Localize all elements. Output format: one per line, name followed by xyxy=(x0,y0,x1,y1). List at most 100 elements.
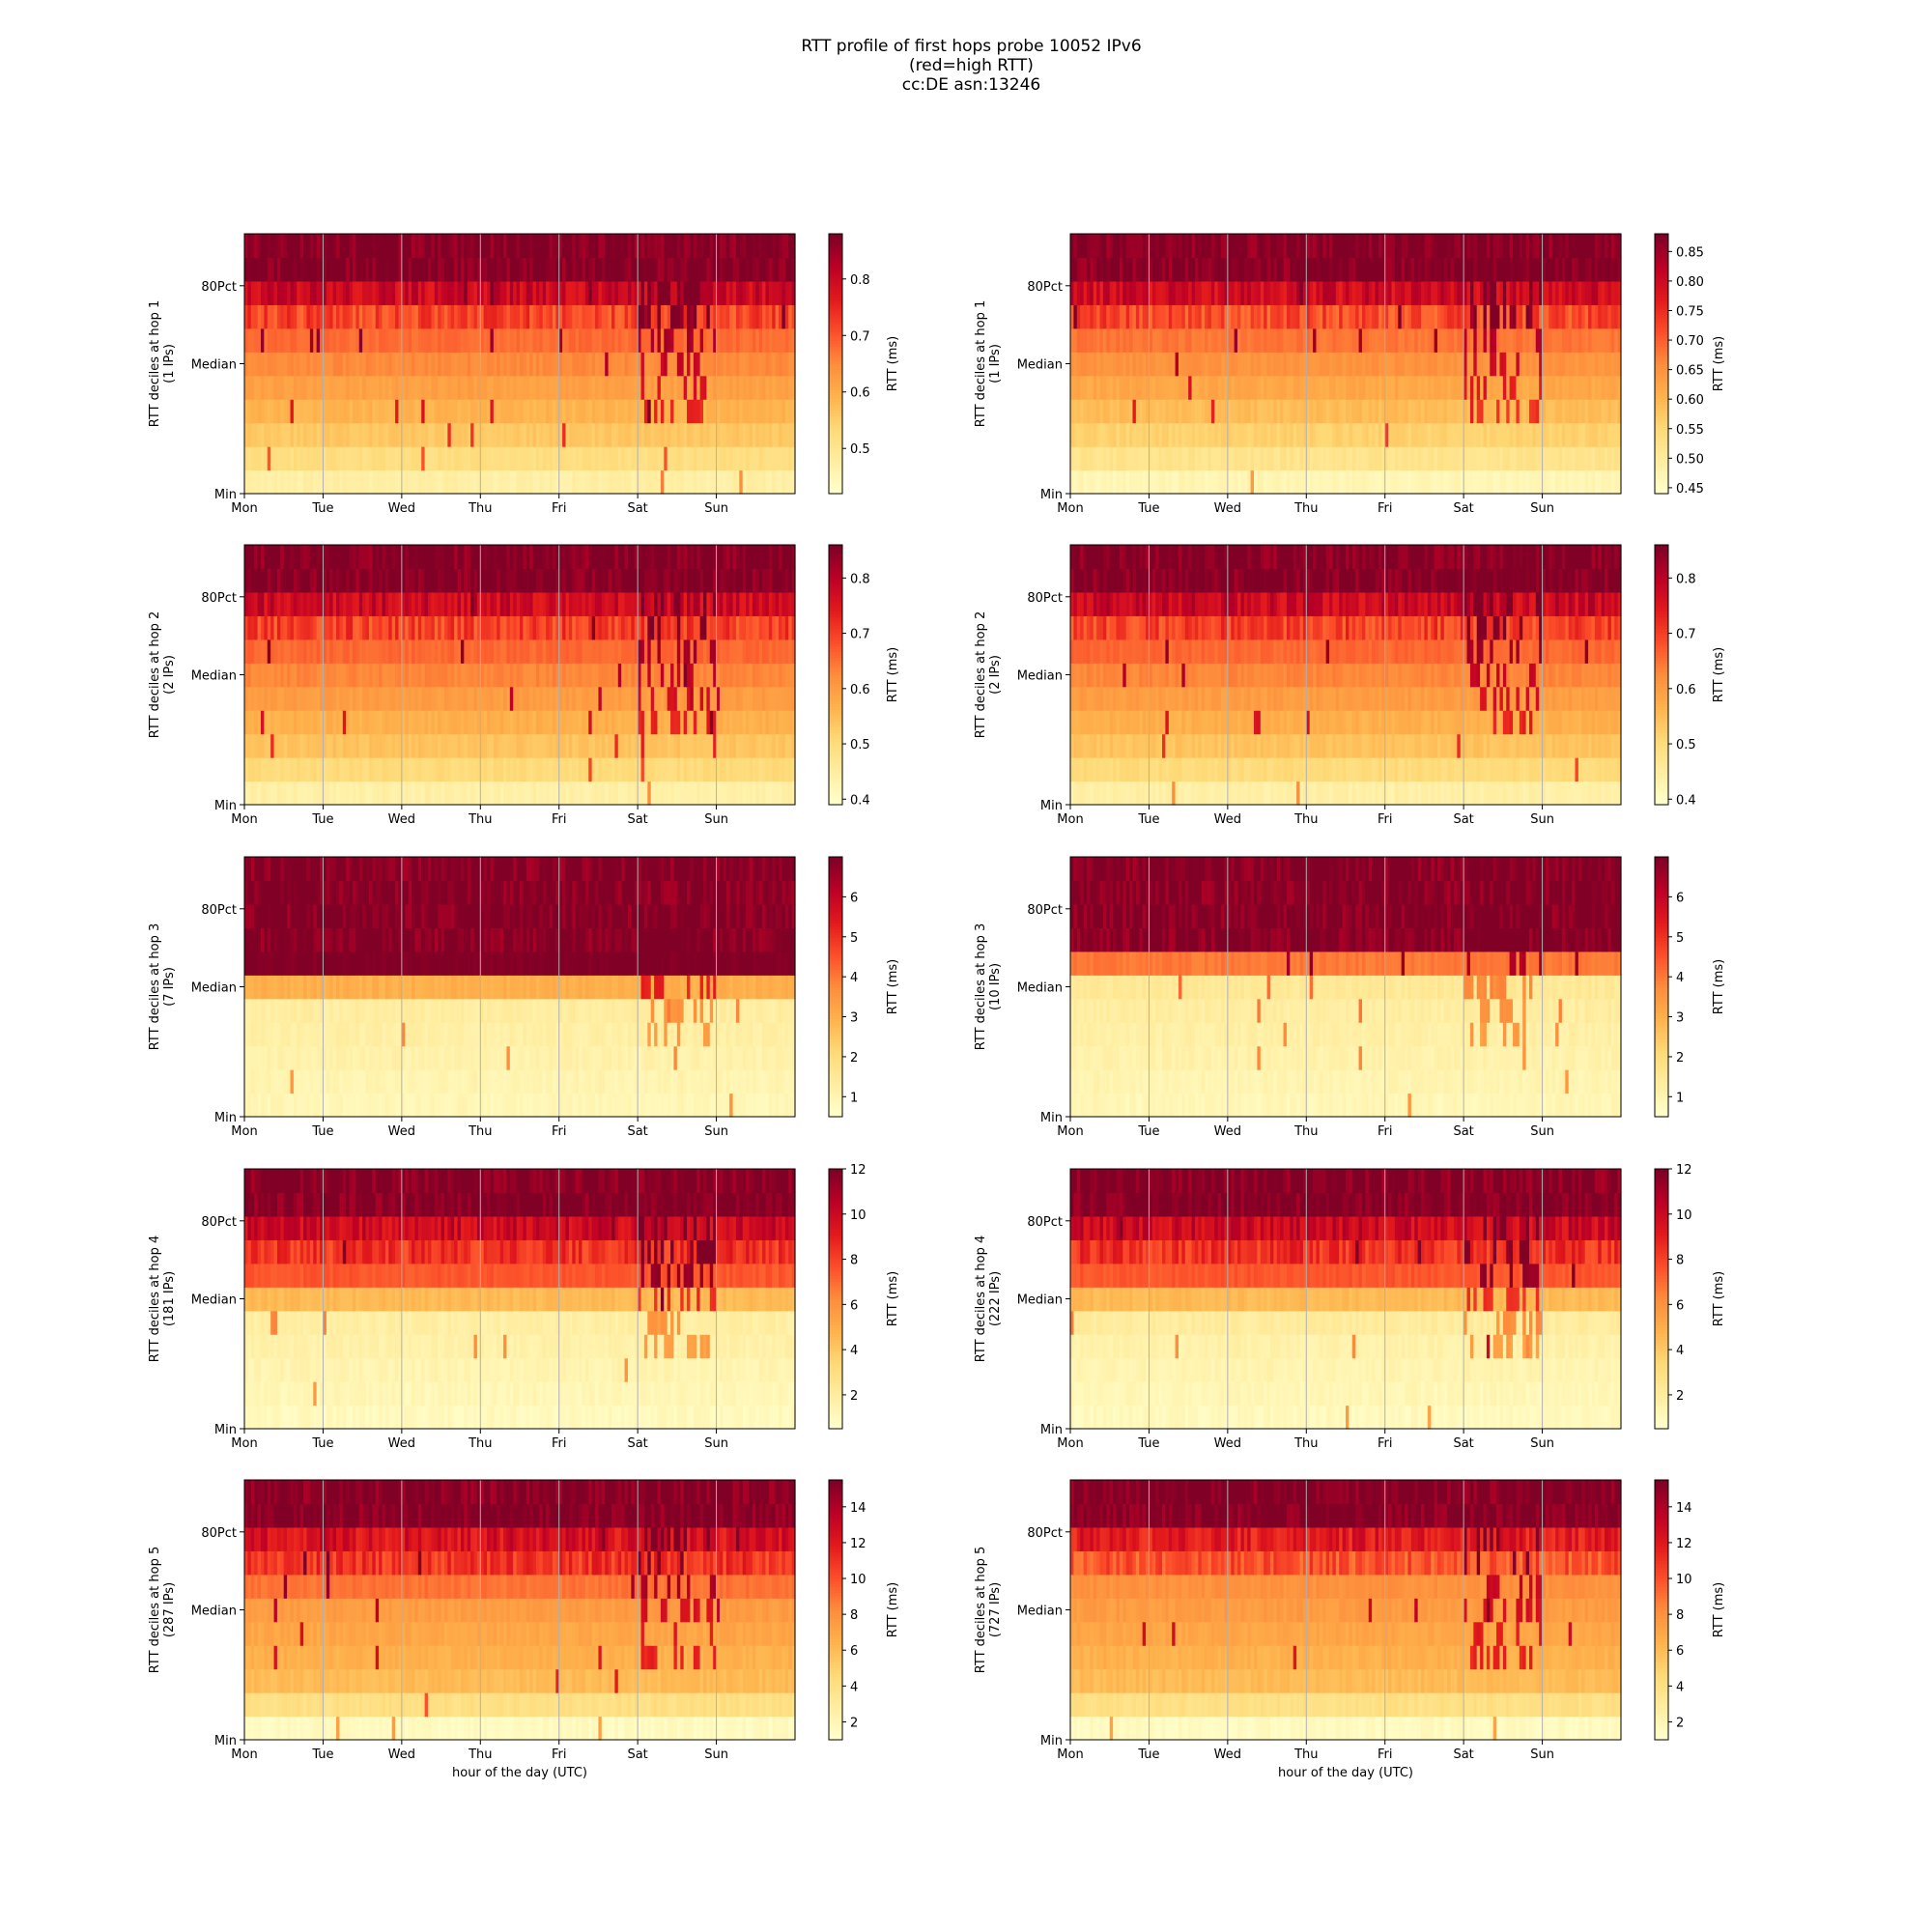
heatmap-cell xyxy=(549,280,554,305)
heatmap-cell xyxy=(729,446,734,471)
heatmap-cell xyxy=(470,469,475,495)
heatmap-cell xyxy=(384,280,389,305)
heatmap-cell xyxy=(379,375,384,400)
heatmap-cell xyxy=(283,304,288,329)
heatmap-cell xyxy=(1372,304,1377,329)
heatmap-cell xyxy=(575,399,580,424)
heatmap-cell xyxy=(1322,304,1327,329)
heatmap-cell xyxy=(687,446,692,471)
heatmap-cell xyxy=(1594,469,1599,495)
x-tick-label: Sun xyxy=(1530,501,1554,516)
heatmap-cell xyxy=(417,686,422,711)
heatmap-cell xyxy=(464,399,469,424)
heatmap-cell xyxy=(358,733,363,758)
heatmap-cell xyxy=(257,280,262,305)
heatmap-cell xyxy=(431,757,436,782)
heatmap-cell xyxy=(1483,422,1488,447)
heatmap-cell xyxy=(434,757,439,782)
heatmap-cell xyxy=(535,469,540,495)
heatmap-cell xyxy=(395,422,400,447)
heatmap-cell xyxy=(1208,327,1212,353)
heatmap-cell xyxy=(440,399,445,424)
heatmap-cell xyxy=(755,375,760,400)
heatmap-cell xyxy=(758,257,763,282)
heatmap-cell xyxy=(460,545,465,570)
heatmap-cell xyxy=(424,686,429,711)
heatmap-cell xyxy=(1172,304,1177,329)
heatmap-cell xyxy=(290,469,295,495)
heatmap-cell xyxy=(1296,375,1301,400)
heatmap-cell xyxy=(627,234,632,259)
heatmap-cell xyxy=(358,446,363,471)
heatmap-cell xyxy=(273,545,278,570)
heatmap-cell xyxy=(1542,257,1547,282)
heatmap-cell xyxy=(290,639,295,664)
heatmap-cell xyxy=(467,639,471,664)
heatmap-cell xyxy=(1280,446,1285,471)
heatmap-cell xyxy=(323,568,327,593)
heatmap-cell xyxy=(391,591,396,616)
heatmap-cell xyxy=(499,733,504,758)
heatmap-cell xyxy=(244,781,248,806)
heatmap-cell xyxy=(1378,257,1382,282)
heatmap-cell xyxy=(264,304,269,329)
heatmap-cell xyxy=(1407,304,1412,329)
heatmap-cell xyxy=(509,422,514,447)
heatmap-cell xyxy=(1513,352,1518,377)
heatmap-cell xyxy=(1443,446,1448,471)
heatmap-cell xyxy=(401,352,406,377)
heatmap-cell xyxy=(676,446,681,471)
heatmap-cell xyxy=(667,327,671,353)
heatmap-cell xyxy=(1155,234,1160,259)
heatmap-cell xyxy=(605,352,610,377)
heatmap-cell xyxy=(516,663,521,688)
heatmap-cell xyxy=(1525,257,1530,282)
heatmap-cell xyxy=(365,304,370,329)
heatmap-cell xyxy=(316,446,321,471)
heatmap-cell xyxy=(1548,399,1553,424)
heatmap-cell xyxy=(368,545,373,570)
heatmap-cell xyxy=(1424,327,1429,353)
heatmap-cell xyxy=(1332,234,1337,259)
heatmap-cell xyxy=(290,352,295,377)
heatmap-cell xyxy=(1391,446,1396,471)
heatmap-cell xyxy=(1181,304,1186,329)
heatmap-cell xyxy=(765,375,770,400)
heatmap-cell xyxy=(523,422,527,447)
heatmap-cell xyxy=(765,399,770,424)
heatmap-cell xyxy=(1584,446,1589,471)
heatmap-cell xyxy=(535,757,540,782)
heatmap-cell xyxy=(1139,304,1144,329)
heatmap-cell xyxy=(313,591,318,616)
heatmap-cell xyxy=(257,663,262,688)
heatmap-cell xyxy=(775,304,780,329)
heatmap-cell xyxy=(497,304,501,329)
heatmap-cell xyxy=(742,446,747,471)
heatmap-cell xyxy=(349,733,354,758)
heatmap-cell xyxy=(476,757,481,782)
heatmap-cell xyxy=(293,639,298,664)
heatmap-cell xyxy=(280,280,285,305)
heatmap-cell xyxy=(384,352,389,377)
heatmap-cell xyxy=(1109,422,1114,447)
heatmap-cell xyxy=(1565,422,1570,447)
heatmap-cell xyxy=(283,545,288,570)
heatmap-cell xyxy=(1286,234,1291,259)
heatmap-cell xyxy=(1577,327,1582,353)
heatmap-cell xyxy=(503,257,508,282)
heatmap-cell xyxy=(1162,280,1166,305)
heatmap-cell xyxy=(1516,327,1520,353)
heatmap-cell xyxy=(297,446,301,471)
heatmap-cell xyxy=(516,375,521,400)
heatmap-cell xyxy=(690,375,695,400)
heatmap-cell xyxy=(313,639,318,664)
heatmap-cell xyxy=(329,686,334,711)
heatmap-cell xyxy=(391,422,396,447)
heatmap-cell xyxy=(1293,280,1297,305)
colorbar-swatch xyxy=(1655,262,1668,267)
heatmap-cell xyxy=(497,469,501,495)
heatmap-cell xyxy=(499,686,504,711)
heatmap-cell xyxy=(643,304,648,329)
heatmap-cell xyxy=(542,280,547,305)
heatmap-cell xyxy=(546,422,551,447)
